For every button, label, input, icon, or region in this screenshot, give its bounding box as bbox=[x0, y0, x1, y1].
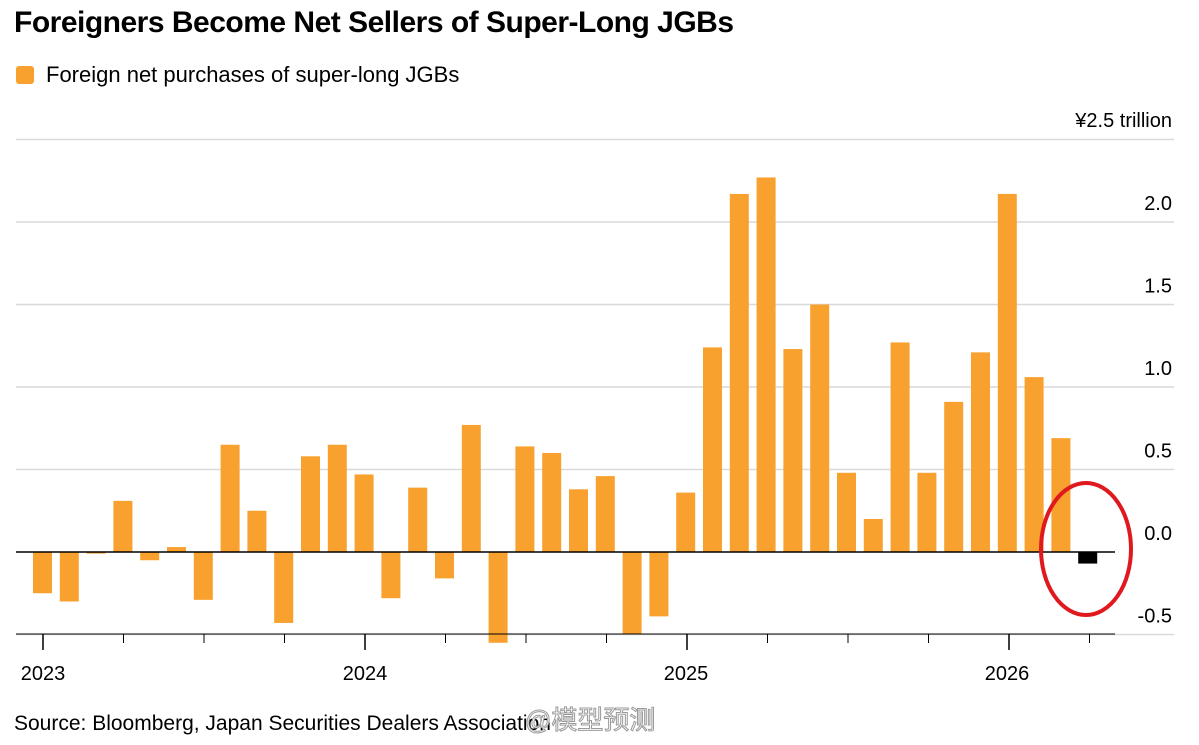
y-tick-label: 0.5 bbox=[1144, 441, 1172, 463]
bar bbox=[542, 453, 562, 552]
legend-label: Foreign net purchases of super-long JGBs bbox=[46, 62, 460, 87]
y-tick-label: 0.0 bbox=[1144, 523, 1172, 545]
bar bbox=[756, 177, 776, 552]
legend: Foreign net purchases of super-long JGBs bbox=[16, 62, 459, 88]
bar bbox=[461, 424, 481, 552]
y-tick-label: -0.5 bbox=[1138, 606, 1172, 628]
bar bbox=[997, 193, 1017, 552]
bar bbox=[729, 193, 749, 552]
bar bbox=[837, 472, 856, 552]
bar bbox=[33, 552, 52, 594]
bar bbox=[595, 476, 615, 552]
unit-label: ¥2.5 trillion bbox=[1074, 110, 1172, 132]
y-tick-label: 2.0 bbox=[1144, 193, 1172, 215]
legend-swatch bbox=[16, 66, 34, 84]
bar bbox=[59, 552, 79, 602]
bar bbox=[917, 472, 937, 552]
bars bbox=[33, 177, 1098, 643]
bar bbox=[649, 552, 669, 617]
watermark: @模型预测 bbox=[524, 705, 656, 736]
bar bbox=[86, 552, 106, 554]
y-tick-label: 1.5 bbox=[1144, 276, 1172, 298]
bar bbox=[676, 492, 696, 552]
x-tick-label: 2026 bbox=[985, 663, 1030, 685]
bar bbox=[247, 510, 267, 552]
bar bbox=[113, 500, 133, 552]
bar-latest bbox=[1078, 552, 1098, 564]
bar bbox=[863, 519, 883, 552]
bar bbox=[890, 342, 910, 552]
bar bbox=[703, 347, 722, 552]
bar bbox=[515, 446, 535, 552]
source-note: Source: Bloomberg, Japan Securities Deal… bbox=[14, 712, 551, 735]
x-tick-label: 2024 bbox=[343, 663, 388, 685]
bar bbox=[274, 552, 294, 623]
bar bbox=[167, 547, 186, 552]
bar bbox=[944, 401, 964, 552]
bar bbox=[569, 489, 588, 552]
bar bbox=[435, 552, 454, 579]
bar bbox=[622, 552, 642, 635]
y-tick-label: 1.0 bbox=[1144, 358, 1172, 380]
bar bbox=[301, 456, 320, 552]
highlight-circle bbox=[1039, 481, 1133, 617]
bar bbox=[381, 552, 401, 599]
bar bbox=[327, 444, 347, 552]
bar bbox=[1024, 377, 1044, 552]
x-tick-label: 2025 bbox=[664, 663, 709, 685]
bar bbox=[971, 352, 990, 552]
bar bbox=[783, 349, 803, 552]
bar bbox=[810, 304, 830, 552]
bar bbox=[220, 444, 240, 552]
axes: -0.5 0.0 0.5 1.0 1.5 2.0 2023 2024 2025 2026 bbox=[16, 193, 1172, 685]
bar bbox=[488, 552, 508, 643]
bar bbox=[140, 552, 160, 561]
x-tick-label: 2023 bbox=[21, 663, 66, 685]
chart-title: Foreigners Become Net Sellers of Super-L… bbox=[14, 6, 734, 39]
bar bbox=[193, 552, 213, 600]
bar bbox=[354, 474, 374, 552]
bar bbox=[408, 487, 428, 552]
